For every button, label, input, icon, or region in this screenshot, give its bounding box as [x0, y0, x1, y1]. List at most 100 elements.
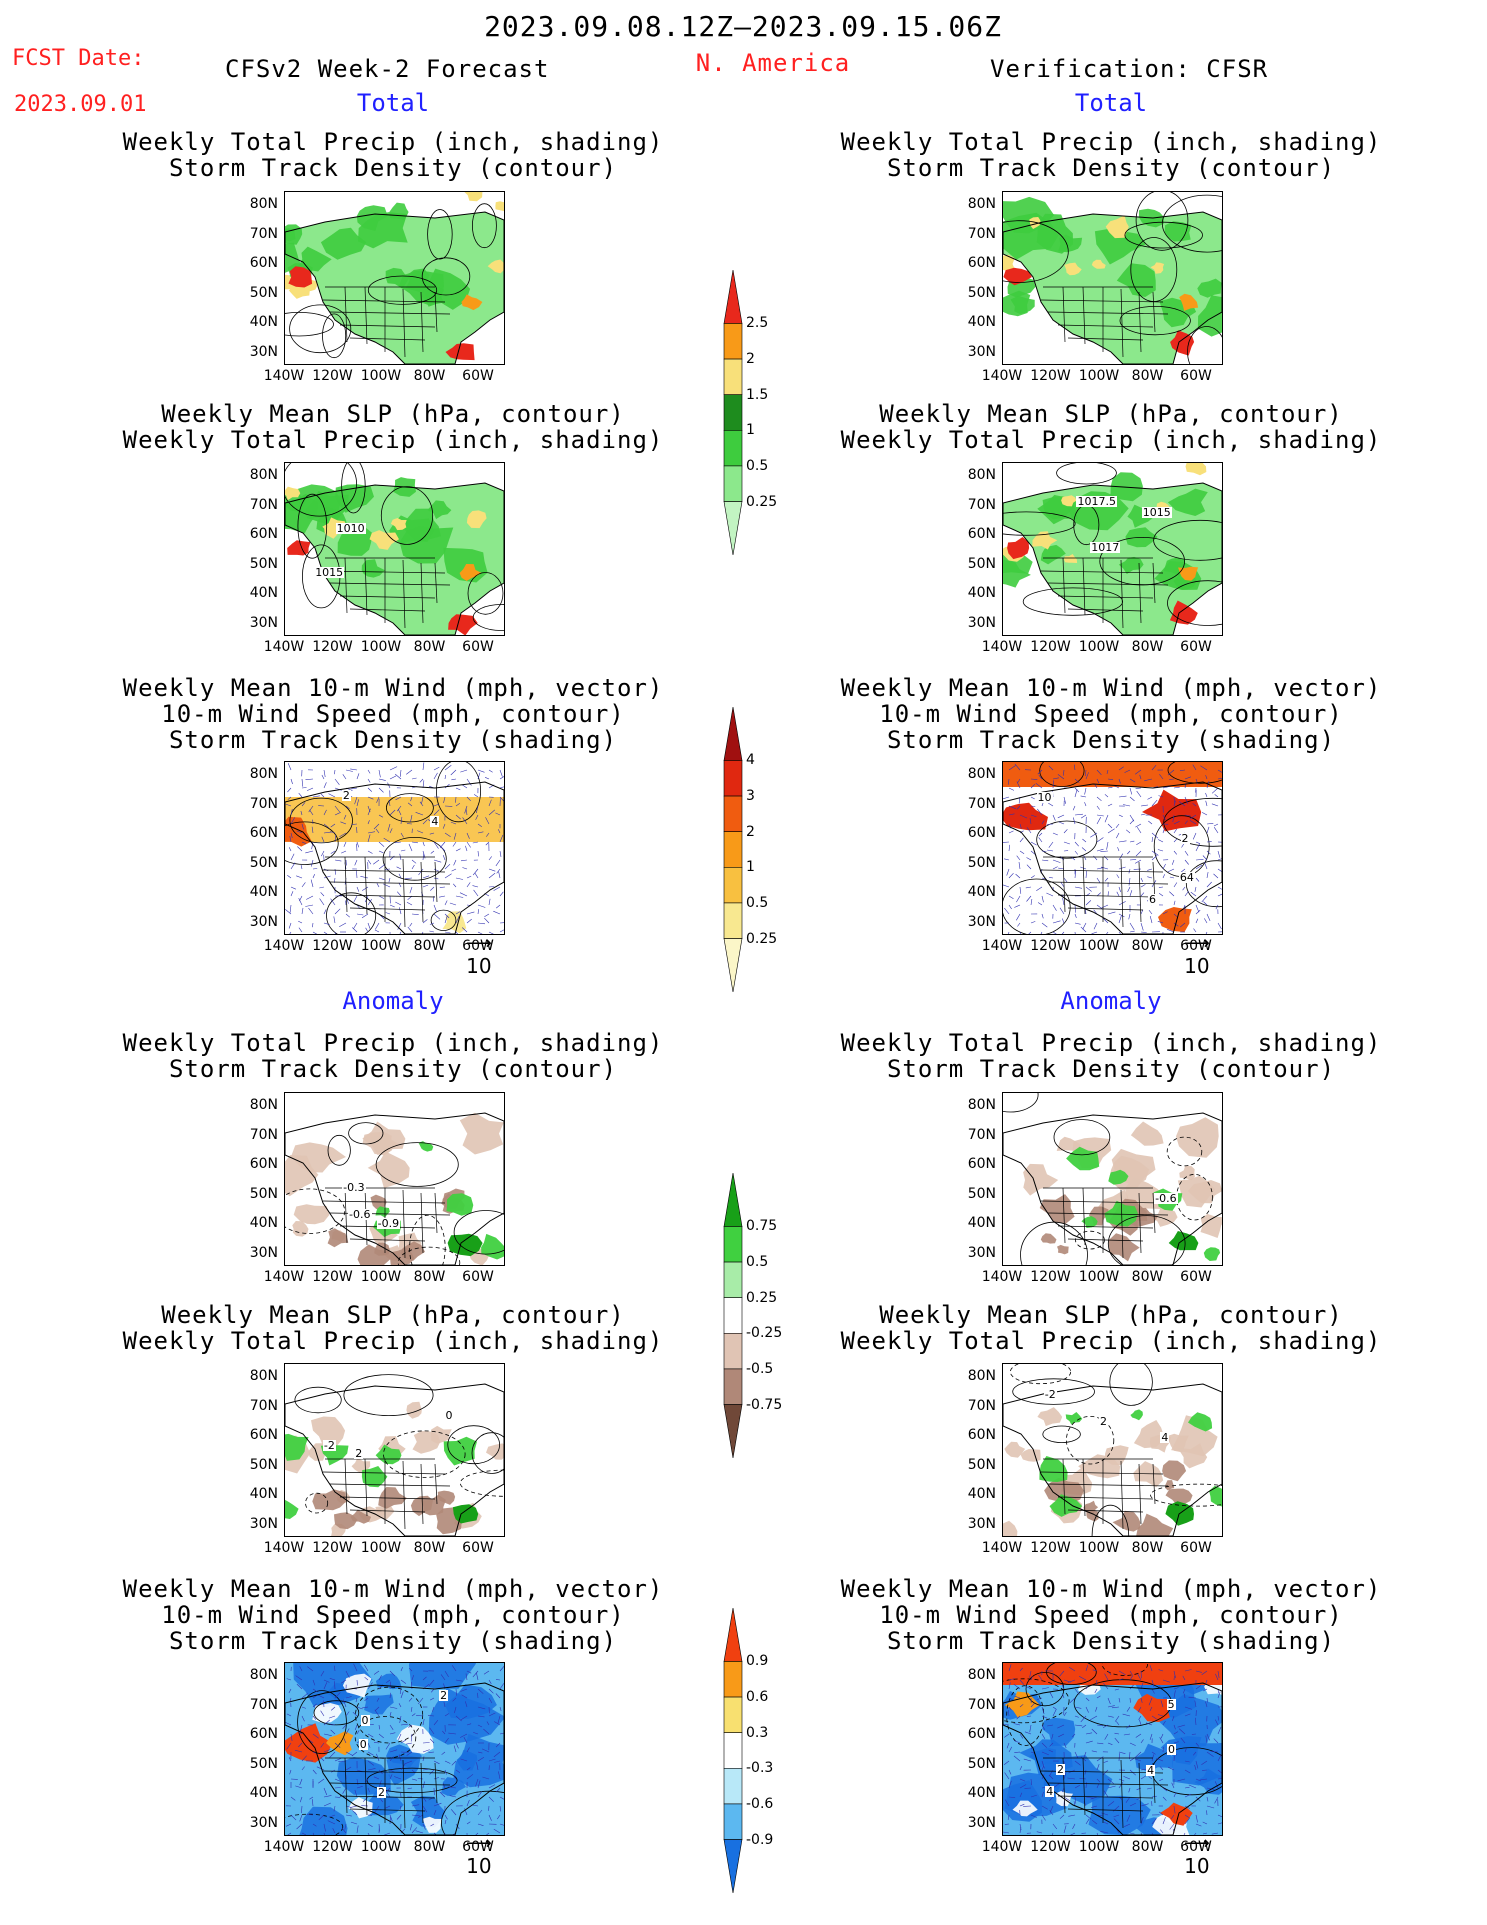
- contour-label: 1015: [1141, 505, 1172, 519]
- contour-label: 0: [1167, 1742, 1177, 1756]
- lon-tick-label: 80W: [413, 368, 446, 384]
- contour-label: -2: [1043, 1387, 1057, 1401]
- panel-title-total-wind_storm-cfsr-line2: 10-m Wind Speed (mph, contour): [879, 700, 1343, 728]
- contour-label: 2: [341, 788, 351, 802]
- lon-tick-label: 60W: [462, 938, 494, 954]
- lon-tick-label: 120W: [1030, 1269, 1071, 1285]
- contour-label: 10: [1036, 790, 1053, 804]
- lat-tick-label: 80N: [967, 766, 996, 782]
- map-total-wind_storm-cfsr: [1002, 761, 1223, 935]
- lat-tick-label: 80N: [249, 196, 278, 212]
- lon-tick-label: 100W: [360, 1540, 402, 1556]
- colorbar-label: 0.25: [746, 1289, 778, 1306]
- panel-title-total-wind_storm-fcst-line1: Weekly Mean 10-m Wind (mph, vector): [122, 674, 664, 702]
- lon-tick-label: 120W: [312, 1269, 353, 1285]
- lat-tick-label: 30N: [967, 1814, 996, 1831]
- panel-title-anom-wind_storm-fcst-line1: Weekly Mean 10-m Wind (mph, vector): [122, 1575, 664, 1603]
- lon-tick-label: 100W: [1078, 1540, 1120, 1556]
- lat-tick-label: 80N: [249, 467, 278, 483]
- lon-tick-label: 140W: [263, 639, 305, 655]
- lat-tick-label: 40N: [249, 1486, 278, 1502]
- lon-tick-label: 80W: [413, 938, 446, 954]
- lon-tick-label: 60W: [462, 1839, 494, 1855]
- lon-tick-label: 80W: [413, 1269, 446, 1285]
- contour-label: -0.6: [1154, 1191, 1178, 1205]
- colorbar-label: 0.5: [746, 1254, 769, 1271]
- lat-tick-label: 50N: [967, 854, 996, 871]
- panel-title-total-precip_storm-fcst-line2: Storm Track Density (contour): [168, 154, 618, 182]
- vector-reference-value: 10: [466, 1854, 492, 1878]
- lon-tick-label: 120W: [1030, 639, 1071, 655]
- lat-tick-label: 40N: [967, 1215, 996, 1231]
- lon-tick-label: 60W: [1180, 938, 1212, 954]
- lat-tick-label: 80N: [249, 766, 278, 782]
- lon-tick-label: 80W: [413, 639, 446, 655]
- section-label-total-left: Total: [356, 89, 430, 117]
- lon-tick-label: 80W: [1131, 938, 1164, 954]
- contour-label: 2: [1055, 1763, 1065, 1777]
- lat-tick-label: 70N: [967, 496, 996, 513]
- colorbar-label: 0.25: [746, 493, 778, 510]
- vector-reference: ⟶ 10: [466, 1833, 492, 1878]
- verification-title: Verification: CFSR: [990, 55, 1269, 83]
- map-total-precip_storm-fcst: [284, 191, 505, 365]
- colorbar-label: -0.9: [746, 1831, 774, 1848]
- lon-tick-label: 60W: [1180, 1540, 1212, 1556]
- lon-tick-label: 100W: [360, 639, 402, 655]
- contour-label: 1010: [335, 521, 366, 535]
- lat-tick-label: 60N: [249, 526, 278, 542]
- panel-title-total-wind_storm-fcst-line3: Storm Track Density (shading): [168, 726, 618, 754]
- panel-title-anom-precip_storm-cfsr-line2: Storm Track Density (contour): [886, 1055, 1336, 1083]
- lat-tick-label: 30N: [249, 614, 278, 631]
- panel-title-anom-precip_storm-fcst-line1: Weekly Total Precip (inch, shading): [122, 1029, 664, 1057]
- lat-tick-label: 40N: [249, 1215, 278, 1231]
- colorbar-label: -0.25: [746, 1325, 783, 1342]
- lat-tick-label: 60N: [249, 1726, 278, 1742]
- map-anom-wind_storm-fcst: [284, 1662, 505, 1836]
- colorbar-label: 2.5: [746, 315, 769, 332]
- vector-reference: ⟶ 10: [466, 933, 492, 978]
- colorbar-precip_total: [723, 269, 743, 559]
- lat-tick-label: 60N: [967, 255, 996, 271]
- contour-label: 2: [1180, 832, 1190, 846]
- arrow-icon: ⟶: [466, 933, 492, 954]
- lat-tick-label: 80N: [249, 1368, 278, 1384]
- region-title: N. America: [695, 49, 851, 77]
- lat-tick-label: 30N: [967, 1244, 996, 1261]
- panel-title-anom-wind_storm-fcst-line3: Storm Track Density (shading): [168, 1627, 618, 1655]
- lon-tick-label: 60W: [462, 639, 494, 655]
- panel-title-anom-wind_storm-cfsr-line2: 10-m Wind Speed (mph, contour): [879, 1601, 1343, 1629]
- colorbar-label: -0.6: [746, 1795, 774, 1812]
- arrow-icon: ⟶: [466, 1833, 492, 1854]
- lat-tick-label: 40N: [967, 314, 996, 330]
- colorbar-label: 0.25: [746, 930, 778, 947]
- contour-label: -0.9: [376, 1217, 401, 1231]
- lon-tick-label: 100W: [1078, 938, 1120, 954]
- map-anom-precip_storm-fcst: [284, 1092, 505, 1266]
- map-total-precip_storm-cfsr: [1002, 191, 1223, 365]
- map-anom-precip_storm-cfsr: [1002, 1092, 1223, 1266]
- lon-tick-label: 80W: [1131, 1540, 1164, 1556]
- lat-tick-label: 60N: [967, 1427, 996, 1443]
- lon-tick-label: 100W: [360, 1269, 402, 1285]
- lat-tick-label: 50N: [967, 1456, 996, 1473]
- map-total-wind_storm-fcst: [284, 761, 505, 935]
- lat-tick-label: 30N: [249, 913, 278, 930]
- arrow-icon: ⟶: [1184, 1833, 1210, 1854]
- colorbar-label: 4: [746, 752, 755, 769]
- lon-tick-label: 100W: [360, 938, 402, 954]
- contour-label: -0.3: [342, 1180, 366, 1194]
- map-anom-wind_storm-cfsr: [1002, 1662, 1223, 1836]
- contour-label: 0: [444, 1409, 454, 1423]
- lon-tick-label: 80W: [1131, 1839, 1164, 1855]
- lon-tick-label: 140W: [263, 368, 305, 384]
- lat-tick-label: 80N: [967, 1368, 996, 1384]
- lat-tick-label: 50N: [967, 1755, 996, 1772]
- lat-tick-label: 80N: [967, 196, 996, 212]
- lat-tick-label: 50N: [249, 854, 278, 871]
- colorbar-label: 1: [746, 422, 755, 439]
- lat-tick-label: 70N: [967, 795, 996, 812]
- map-total-slp_precip-fcst: [284, 462, 505, 636]
- lat-tick-label: 30N: [967, 614, 996, 631]
- lat-tick-label: 70N: [249, 1126, 278, 1143]
